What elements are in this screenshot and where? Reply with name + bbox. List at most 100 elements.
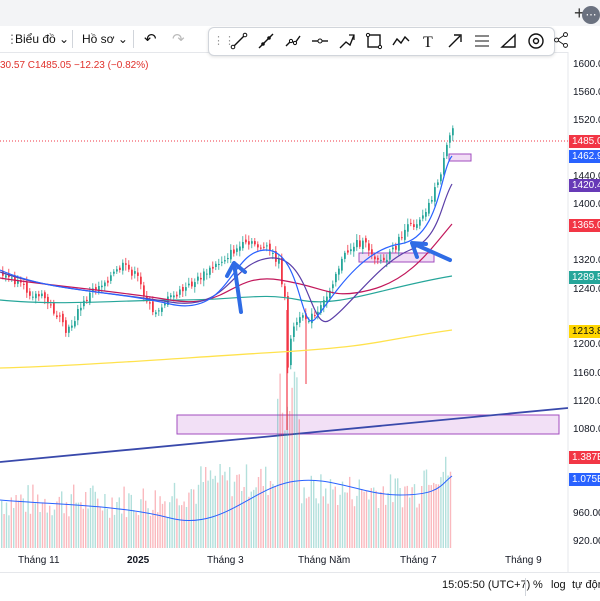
time-axis-label: Tháng 3	[207, 555, 244, 566]
price-axis-label: 1240.00	[573, 284, 600, 295]
candle-body	[287, 296, 289, 368]
log-scale-toggle[interactable]: log	[551, 579, 566, 591]
candle-body	[449, 135, 451, 143]
candle-body	[380, 259, 382, 261]
new-tab-plus-icon[interactable]: +	[574, 3, 585, 23]
volume-bar	[339, 494, 341, 548]
candle-body	[203, 271, 205, 281]
volume-bar	[418, 503, 420, 548]
volume-bar	[5, 502, 8, 548]
extended-line-tool-icon[interactable]	[283, 31, 303, 51]
rectangle-tool-icon[interactable]	[364, 31, 384, 51]
ma-10-line	[0, 155, 453, 322]
ma-100-line	[0, 275, 453, 304]
drag-handle-icon[interactable]: ⋮	[6, 32, 18, 46]
volume-bar	[37, 494, 39, 548]
volume-bar	[190, 489, 192, 548]
toolbar-divider	[133, 30, 134, 48]
candle-body	[260, 247, 262, 249]
volume-bar	[164, 501, 166, 548]
price-chart[interactable]	[0, 52, 600, 572]
volume-bar	[233, 481, 236, 548]
candle-body	[368, 243, 370, 251]
candle-body	[434, 187, 436, 202]
auto-scale-toggle[interactable]: tự động	[572, 579, 600, 591]
redo-icon[interactable]: ↷	[172, 31, 185, 48]
volume-bar	[70, 494, 72, 548]
candle-body	[143, 285, 145, 296]
candle-body	[347, 250, 349, 253]
candle-body	[152, 301, 154, 313]
volume-bar	[317, 503, 320, 548]
volume-bar	[399, 488, 401, 548]
visibility-tool-icon[interactable]	[526, 31, 546, 51]
trend-line-tool-icon[interactable]	[229, 31, 249, 51]
volume-bar	[145, 500, 147, 548]
horizontal-line-tool-icon[interactable]	[310, 31, 330, 51]
volume-bar	[375, 490, 377, 548]
volume-bar	[85, 492, 87, 548]
volume-bar	[289, 411, 291, 548]
volume-bar	[109, 517, 111, 548]
volume-bar	[310, 475, 312, 548]
volume-bar	[305, 498, 308, 548]
volume-bar	[255, 487, 257, 548]
brush-tool-icon[interactable]	[337, 31, 357, 51]
volume-bar	[195, 503, 197, 548]
clock-timezone[interactable]: 15:05:50 (UTC+7)	[442, 579, 531, 591]
volume-bar	[257, 477, 260, 548]
ray-tool-icon[interactable]	[256, 31, 276, 51]
volume-bar	[49, 505, 51, 548]
candle-body	[191, 281, 193, 287]
panel-drag-handle-icon[interactable]: ⋮⋮	[213, 35, 235, 47]
volume-bar	[298, 419, 300, 548]
volume-bar	[226, 480, 228, 548]
volume-bar	[159, 496, 161, 548]
volume-bar	[104, 494, 106, 548]
share-icon[interactable]	[552, 31, 570, 49]
candle-body	[329, 290, 331, 298]
volume-bar	[320, 474, 322, 548]
candle-body	[149, 302, 151, 304]
volume-bar	[238, 474, 240, 548]
volume-bar	[202, 482, 204, 548]
annotation-arrow-right	[410, 241, 452, 262]
candle-body	[311, 313, 313, 324]
more-options-icon[interactable]: ⋯	[582, 6, 600, 24]
candle-body	[341, 258, 343, 271]
path-tool-icon[interactable]	[391, 31, 411, 51]
volume-bar	[428, 484, 430, 548]
volume-bar	[135, 512, 137, 548]
volume-bar	[142, 488, 144, 548]
volume-bar	[10, 497, 12, 548]
volume-bar	[173, 482, 176, 548]
time-axis-label: 2025	[127, 555, 150, 566]
profile-menu-button[interactable]: Hồ sơ ⌄	[82, 32, 128, 46]
arrow-tool-icon[interactable]	[445, 31, 465, 51]
candle-body	[23, 283, 25, 285]
text-tool-icon[interactable]: T	[418, 31, 438, 51]
measure-tool-icon[interactable]	[499, 31, 519, 51]
candle-body	[44, 292, 46, 299]
last-value-tag: 1.075B	[569, 473, 600, 486]
fib-retracement-tool-icon[interactable]	[472, 31, 492, 51]
candle-body	[335, 273, 337, 283]
candle-body	[113, 271, 115, 274]
volume-bar	[346, 492, 348, 548]
volume-bar	[337, 505, 339, 548]
percent-scale-toggle[interactable]: %	[533, 579, 543, 591]
chart-menu-button[interactable]: Biểu đồ ⌄	[15, 32, 69, 46]
candle-body	[344, 252, 346, 259]
candle-body	[125, 263, 127, 265]
volume-bar	[197, 484, 200, 548]
undo-icon[interactable]: ↶	[144, 31, 157, 48]
candle-body	[407, 224, 409, 232]
candle-body	[332, 284, 334, 289]
volume-bar	[236, 474, 238, 548]
candle-body	[365, 238, 367, 243]
volume-bar	[377, 508, 380, 548]
candle-body	[101, 285, 103, 288]
volume-bar	[51, 515, 53, 548]
toolbar-divider	[72, 30, 73, 48]
candle-body	[320, 305, 322, 313]
